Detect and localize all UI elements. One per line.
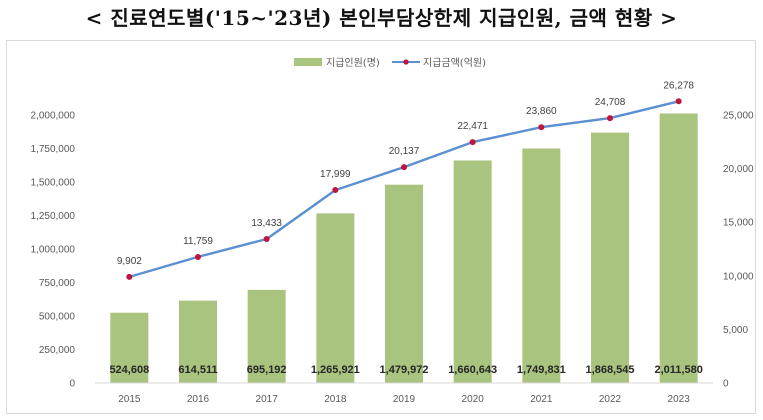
bar-value-label: 1,479,972 <box>380 364 429 376</box>
x-tick-label: 2016 <box>187 394 210 405</box>
line-value-label: 26,278 <box>663 80 694 91</box>
line-point <box>126 273 133 280</box>
x-tick-label: 2020 <box>462 394 485 405</box>
line-point <box>263 235 270 242</box>
line-point <box>675 98 682 105</box>
line-point <box>469 139 476 146</box>
line-value-label: 9,902 <box>117 256 142 267</box>
line-data-labels: 9,902 11,759 13,433 17,999 20,137 22,471 23,86… <box>117 80 695 267</box>
x-tick-label: 2015 <box>118 394 141 405</box>
line-point <box>538 124 545 131</box>
y-left-tick-label: 0 <box>69 379 75 390</box>
y-right-tick-label: 20,000 <box>723 164 754 175</box>
x-axis: 2015 2016 2017 2018 2019 2020 2021 2022 2023 <box>95 382 713 405</box>
bar <box>179 300 217 383</box>
y-right-tick-label: 10,000 <box>723 271 754 282</box>
y-left-tick-label: 500,000 <box>39 312 76 323</box>
y-axis-right: 0 5,000 10,000 15,000 20,000 25,000 <box>723 111 754 390</box>
bar-value-label: 1,265,921 <box>311 364 360 376</box>
y-right-tick-label: 25,000 <box>723 111 754 122</box>
line-series <box>126 98 682 280</box>
y-left-tick-label: 2,000,000 <box>31 111 76 122</box>
y-left-tick-label: 1,500,000 <box>31 178 76 189</box>
legend: 지급인원(명) 지급금액(억원) <box>294 57 486 69</box>
line-value-label: 17,999 <box>320 169 351 180</box>
bar <box>247 289 286 383</box>
y-left-tick-label: 750,000 <box>39 278 76 289</box>
bar-value-label: 1,749,831 <box>517 364 566 376</box>
bar-value-label: 614,511 <box>178 364 217 376</box>
x-tick-label: 2023 <box>668 394 691 405</box>
line-value-label: 22,471 <box>457 121 488 132</box>
x-tick-label: 2022 <box>599 394 622 405</box>
bar-value-label: 695,192 <box>247 364 287 376</box>
bar <box>385 184 423 383</box>
line-point <box>607 115 613 122</box>
legend-line-marker <box>403 59 409 65</box>
bar-value-label: 524,608 <box>109 364 149 376</box>
y-right-tick-label: 15,000 <box>723 218 754 229</box>
bar <box>659 113 698 384</box>
bar-value-label: 1,868,545 <box>586 364 635 376</box>
line-point <box>195 253 201 260</box>
line-value-label: 11,759 <box>183 236 213 247</box>
y-right-tick-label: 5,000 <box>723 325 748 336</box>
legend-bar-swatch <box>294 58 322 66</box>
chart-frame: 지급인원(명) 지급금액(억원) 0 250,000 500,000 750,000 1… <box>6 40 756 414</box>
page-title: < 진료연도별('15~'23년) 본인부담상한제 지급인원, 금액 현황 > <box>85 6 678 30</box>
line-value-label: 24,708 <box>595 97 626 108</box>
combo-chart: 지급인원(명) 지급금액(억원) 0 250,000 500,000 750,000 1… <box>31 57 755 405</box>
bar-value-label: 2,011,580 <box>654 364 702 376</box>
y-left-tick-label: 1,750,000 <box>31 144 76 155</box>
x-tick-label: 2018 <box>324 394 347 405</box>
y-left-tick-label: 250,000 <box>39 345 76 356</box>
bar-data-labels: 524,608 614,511 695,192 1,265,921 1,479,972 1… <box>109 364 702 376</box>
y-right-tick-label: 0 <box>723 379 729 390</box>
bar <box>522 148 561 383</box>
line-value-label: 13,433 <box>251 218 282 229</box>
x-tick-label: 2021 <box>530 394 553 405</box>
x-tick-label: 2017 <box>256 394 279 405</box>
bar-value-label: 1,660,643 <box>448 364 497 376</box>
bar <box>316 213 355 383</box>
y-left-tick-label: 1,250,000 <box>31 211 76 222</box>
x-tick-label: 2019 <box>393 394 416 405</box>
bar <box>453 160 492 383</box>
y-left-tick-label: 1,000,000 <box>31 245 76 256</box>
bar <box>110 312 149 383</box>
bar <box>591 132 629 383</box>
legend-line-label: 지급금액(억원) <box>423 57 486 69</box>
line-point <box>401 164 407 171</box>
y-axis-left: 0 250,000 500,000 750,000 1,000,000 1,250,000… <box>31 111 76 390</box>
line-value-label: 23,860 <box>526 106 557 117</box>
line-value-label: 20,137 <box>389 146 420 157</box>
bar-series <box>110 113 698 384</box>
legend-bar-label: 지급인원(명) <box>326 57 380 69</box>
line-point <box>332 187 339 194</box>
